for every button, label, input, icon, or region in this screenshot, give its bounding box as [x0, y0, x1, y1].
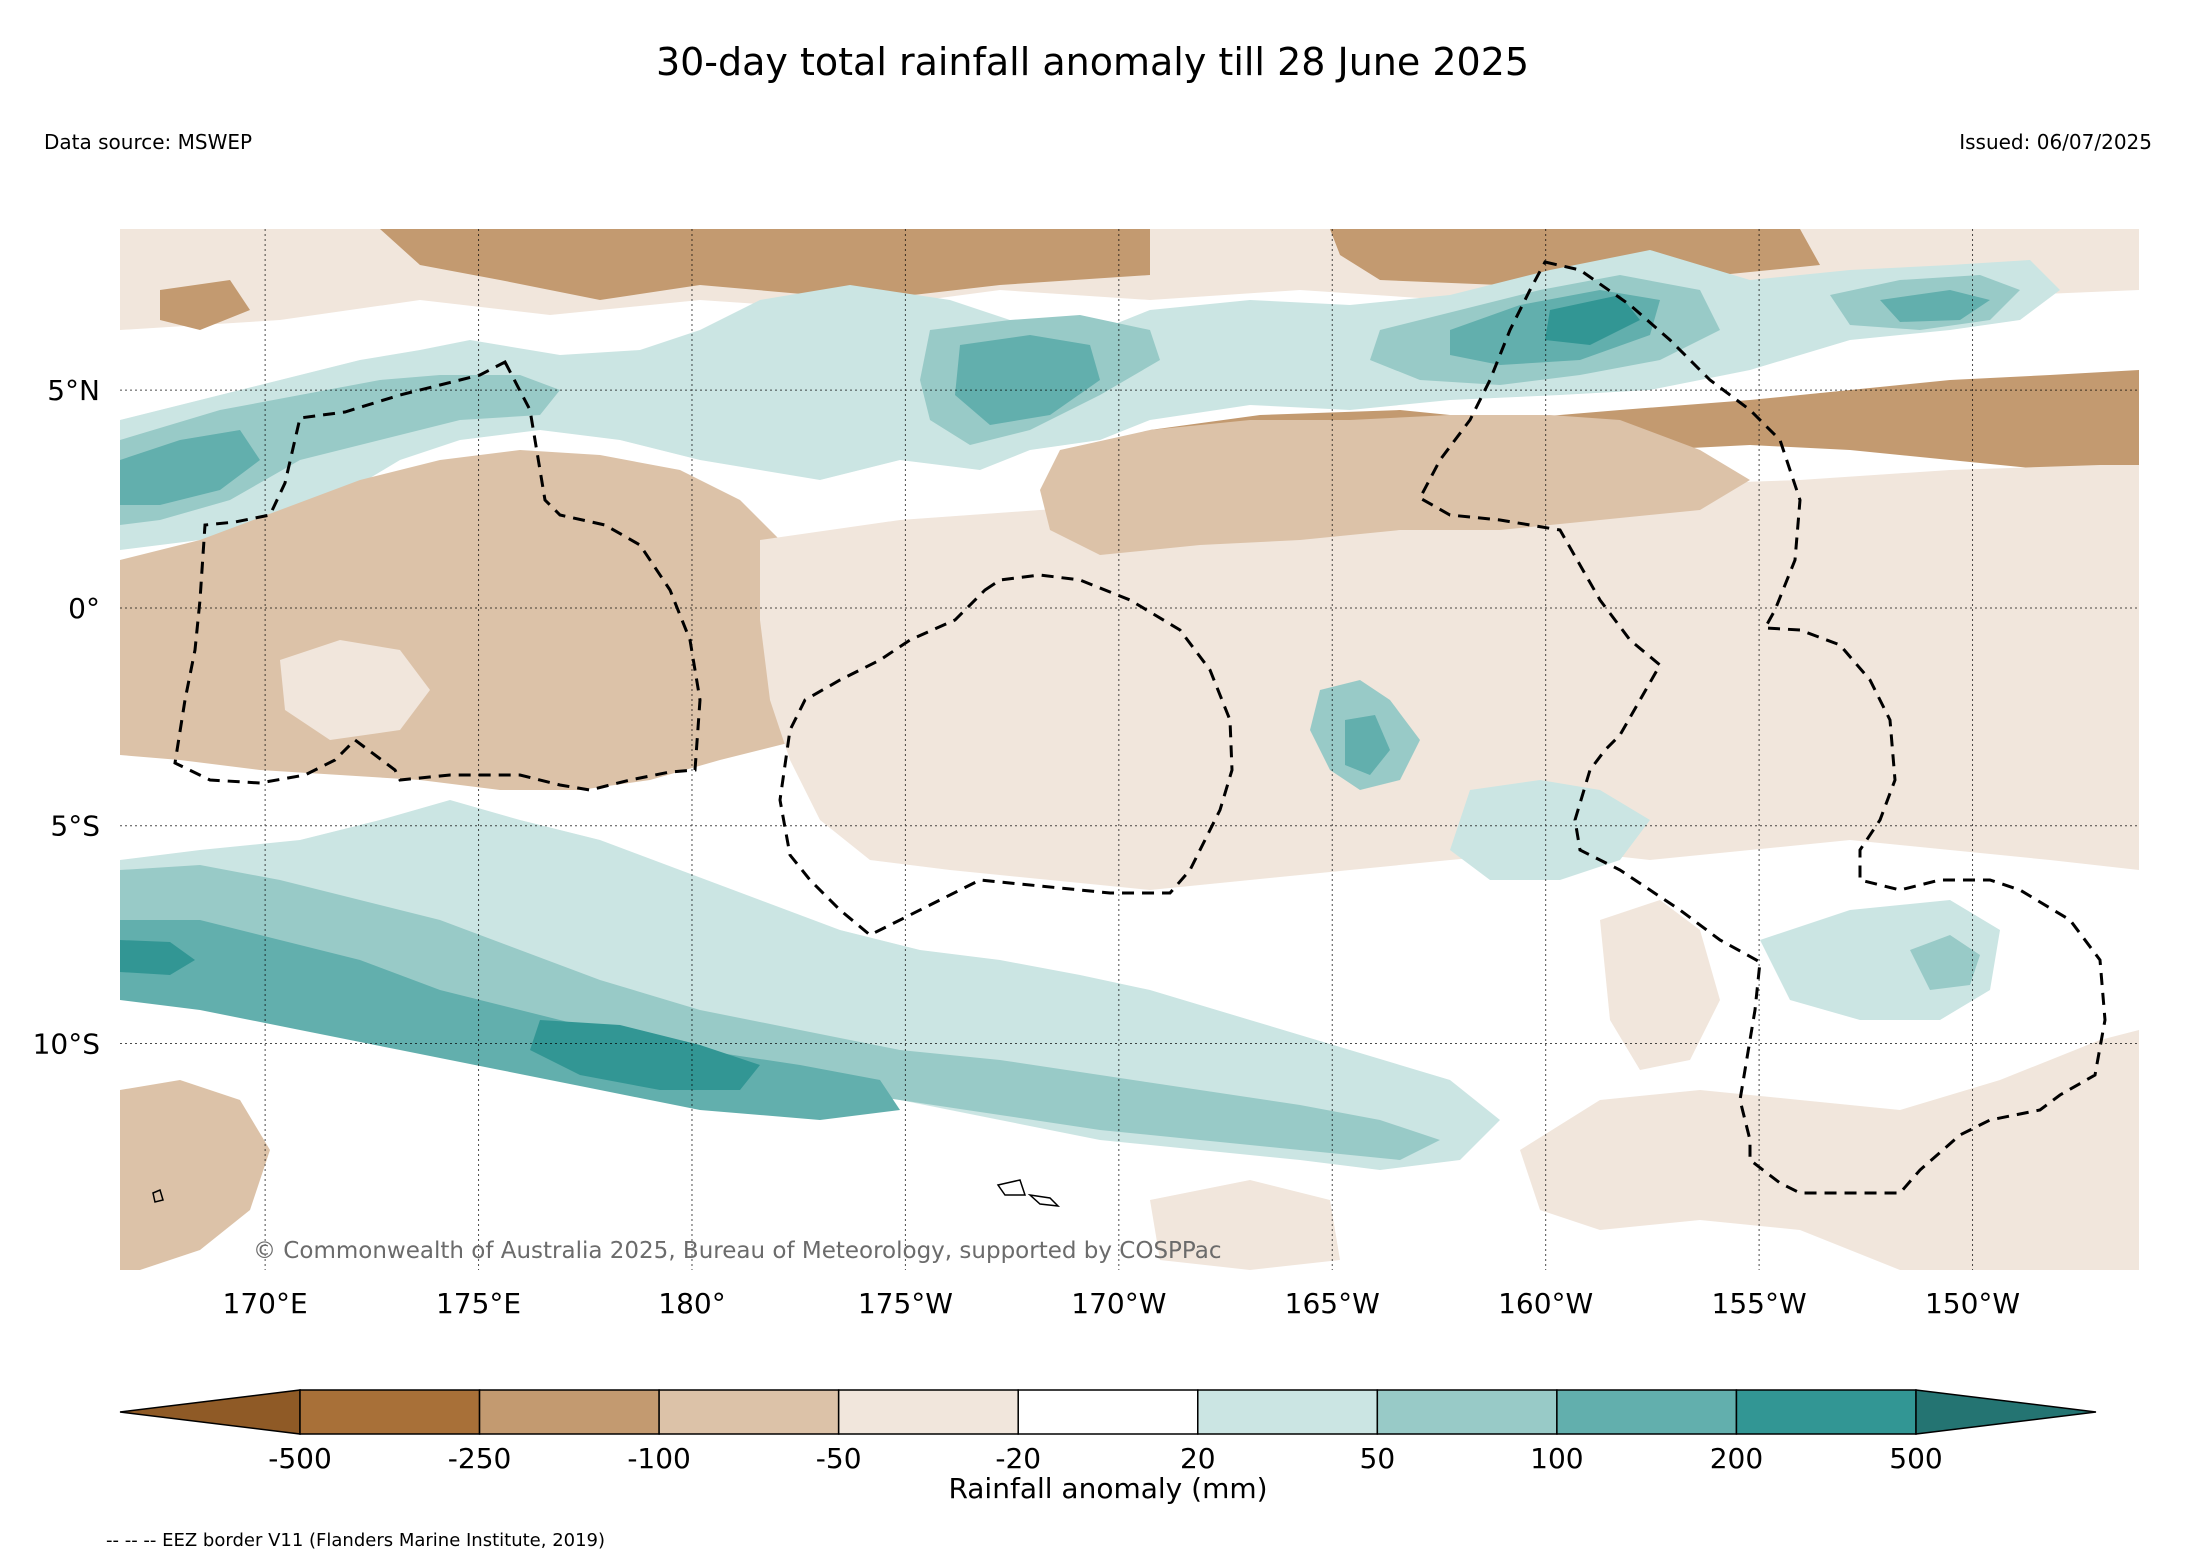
- lon-tick-label: 170°W: [1071, 1287, 1166, 1320]
- colorbar-tick-label: 200: [1710, 1442, 1763, 1475]
- very-wet-core-central: [955, 335, 1100, 425]
- lon-tick-label: 160°W: [1498, 1287, 1593, 1320]
- map-title: 30-day total rainfall anomaly till 28 Ju…: [655, 40, 1530, 84]
- colorbar-tick-label: 20: [1180, 1442, 1216, 1475]
- extremely-wet-core-southwest: [120, 940, 195, 975]
- colorbar-segment-2: [658, 1389, 840, 1435]
- very-wet-spot-central-south: [1345, 715, 1390, 775]
- colorbar-segment-0: [299, 1389, 481, 1435]
- map-gridlines: [120, 229, 2139, 1270]
- very-wet-core-west: [120, 430, 260, 505]
- dry-region-central: [1040, 415, 1750, 555]
- very-wet-core-far-east: [1880, 290, 1990, 322]
- lon-tick-label: 175°E: [436, 1287, 521, 1320]
- slightly-dry-east-mid: [1600, 900, 1720, 1070]
- lon-tick-label: 165°W: [1285, 1287, 1380, 1320]
- wet-core-north: [120, 375, 560, 525]
- wet-spot-southeast-equator: [1450, 780, 1650, 880]
- slightly-dry-south-central: [1150, 1180, 1340, 1270]
- colorbar-tick-label: 100: [1530, 1442, 1583, 1475]
- eez-border-kiribati-gilberts: [173, 359, 702, 792]
- extremely-wet-core-south: [530, 1020, 760, 1090]
- colorbar-tick-labels: -500 -250 -100 -50 -20 20 50 100 200 500: [268, 1442, 1943, 1475]
- map-area: © Commonwealth of Australia 2025, Bureau…: [120, 229, 2139, 1270]
- colorbar-segment-5: [1197, 1389, 1379, 1435]
- colorbar-title: Rainfall anomaly (mm): [948, 1472, 1267, 1505]
- colorbar-tick-label: -50: [816, 1442, 862, 1475]
- colorbar-extend-high: [1915, 1389, 2097, 1435]
- wet-patch-southeast: [1760, 900, 2000, 1020]
- lat-tick-label: 10°S: [33, 1028, 100, 1061]
- data-source-label: Data source: MSWEP: [44, 130, 253, 154]
- island-outline: [996, 1179, 1027, 1196]
- colorbar-tick-label: -20: [995, 1442, 1041, 1475]
- colorbar-segment-1: [478, 1389, 660, 1435]
- latitude-tick-labels: 5°N 0° 5°S 10°S: [33, 374, 100, 1060]
- colorbar-segment-4: [1017, 1389, 1199, 1435]
- lon-tick-label: 175°W: [858, 1287, 953, 1320]
- lat-tick-label: 0°: [68, 592, 100, 625]
- colorbar-segment-3: [837, 1389, 1019, 1435]
- lat-tick-label: 5°S: [50, 810, 100, 843]
- dry-patch-northwest: [160, 280, 250, 330]
- island-outline-2: [1027, 1193, 1061, 1207]
- island-outline-3: [152, 1188, 164, 1203]
- eez-legend-footnote: -- -- -- EEZ border V11 (Flanders Marine…: [106, 1530, 606, 1551]
- colorbar-segment-8: [1735, 1389, 1917, 1435]
- slightly-dry-central-equatorial: [760, 465, 2139, 890]
- lon-tick-label: 150°W: [1925, 1287, 2020, 1320]
- wet-core-south: [120, 865, 1440, 1160]
- lat-tick-label: 5°N: [47, 374, 100, 407]
- lon-tick-label: 170°E: [223, 1287, 308, 1320]
- wet-band-south: [120, 800, 1500, 1170]
- colorbar-segment-6: [1376, 1389, 1558, 1435]
- issued-date-label: Issued: 06/07/2025: [1959, 130, 2152, 154]
- dry-region-southwest: [120, 1080, 270, 1270]
- copyright-notice: © Commonwealth of Australia 2025, Bureau…: [253, 1238, 1222, 1264]
- lon-tick-label: 155°W: [1712, 1287, 1807, 1320]
- colorbar-tick-label: -500: [268, 1442, 332, 1475]
- eez-border-line-islands: [1417, 260, 2107, 1195]
- extremely-wet-core-east: [1545, 295, 1640, 345]
- slightly-dry-inner-west: [280, 640, 430, 740]
- longitude-tick-labels: 170°E 175°E 180° 175°W 170°W 165°W 160°W 155°W 1…: [223, 1287, 2021, 1320]
- wet-core-southeast: [1910, 935, 1980, 990]
- colorbar-tick-label: -250: [448, 1442, 512, 1475]
- colorbar-tick-label: 500: [1889, 1442, 1942, 1475]
- colorbar-tick-label: -100: [627, 1442, 691, 1475]
- colorbar-segment-7: [1556, 1389, 1738, 1435]
- eez-border-phoenix: [778, 573, 1234, 937]
- colorbar: [119, 1389, 2097, 1435]
- eez-borders: [173, 260, 2107, 1195]
- colorbar-tick-label: 50: [1360, 1442, 1396, 1475]
- very-dry-region-north: [380, 229, 1150, 300]
- slightly-dry-southeast: [1520, 1030, 2139, 1270]
- lon-tick-label: 180°: [658, 1287, 725, 1320]
- colorbar-extend-low: [119, 1389, 301, 1435]
